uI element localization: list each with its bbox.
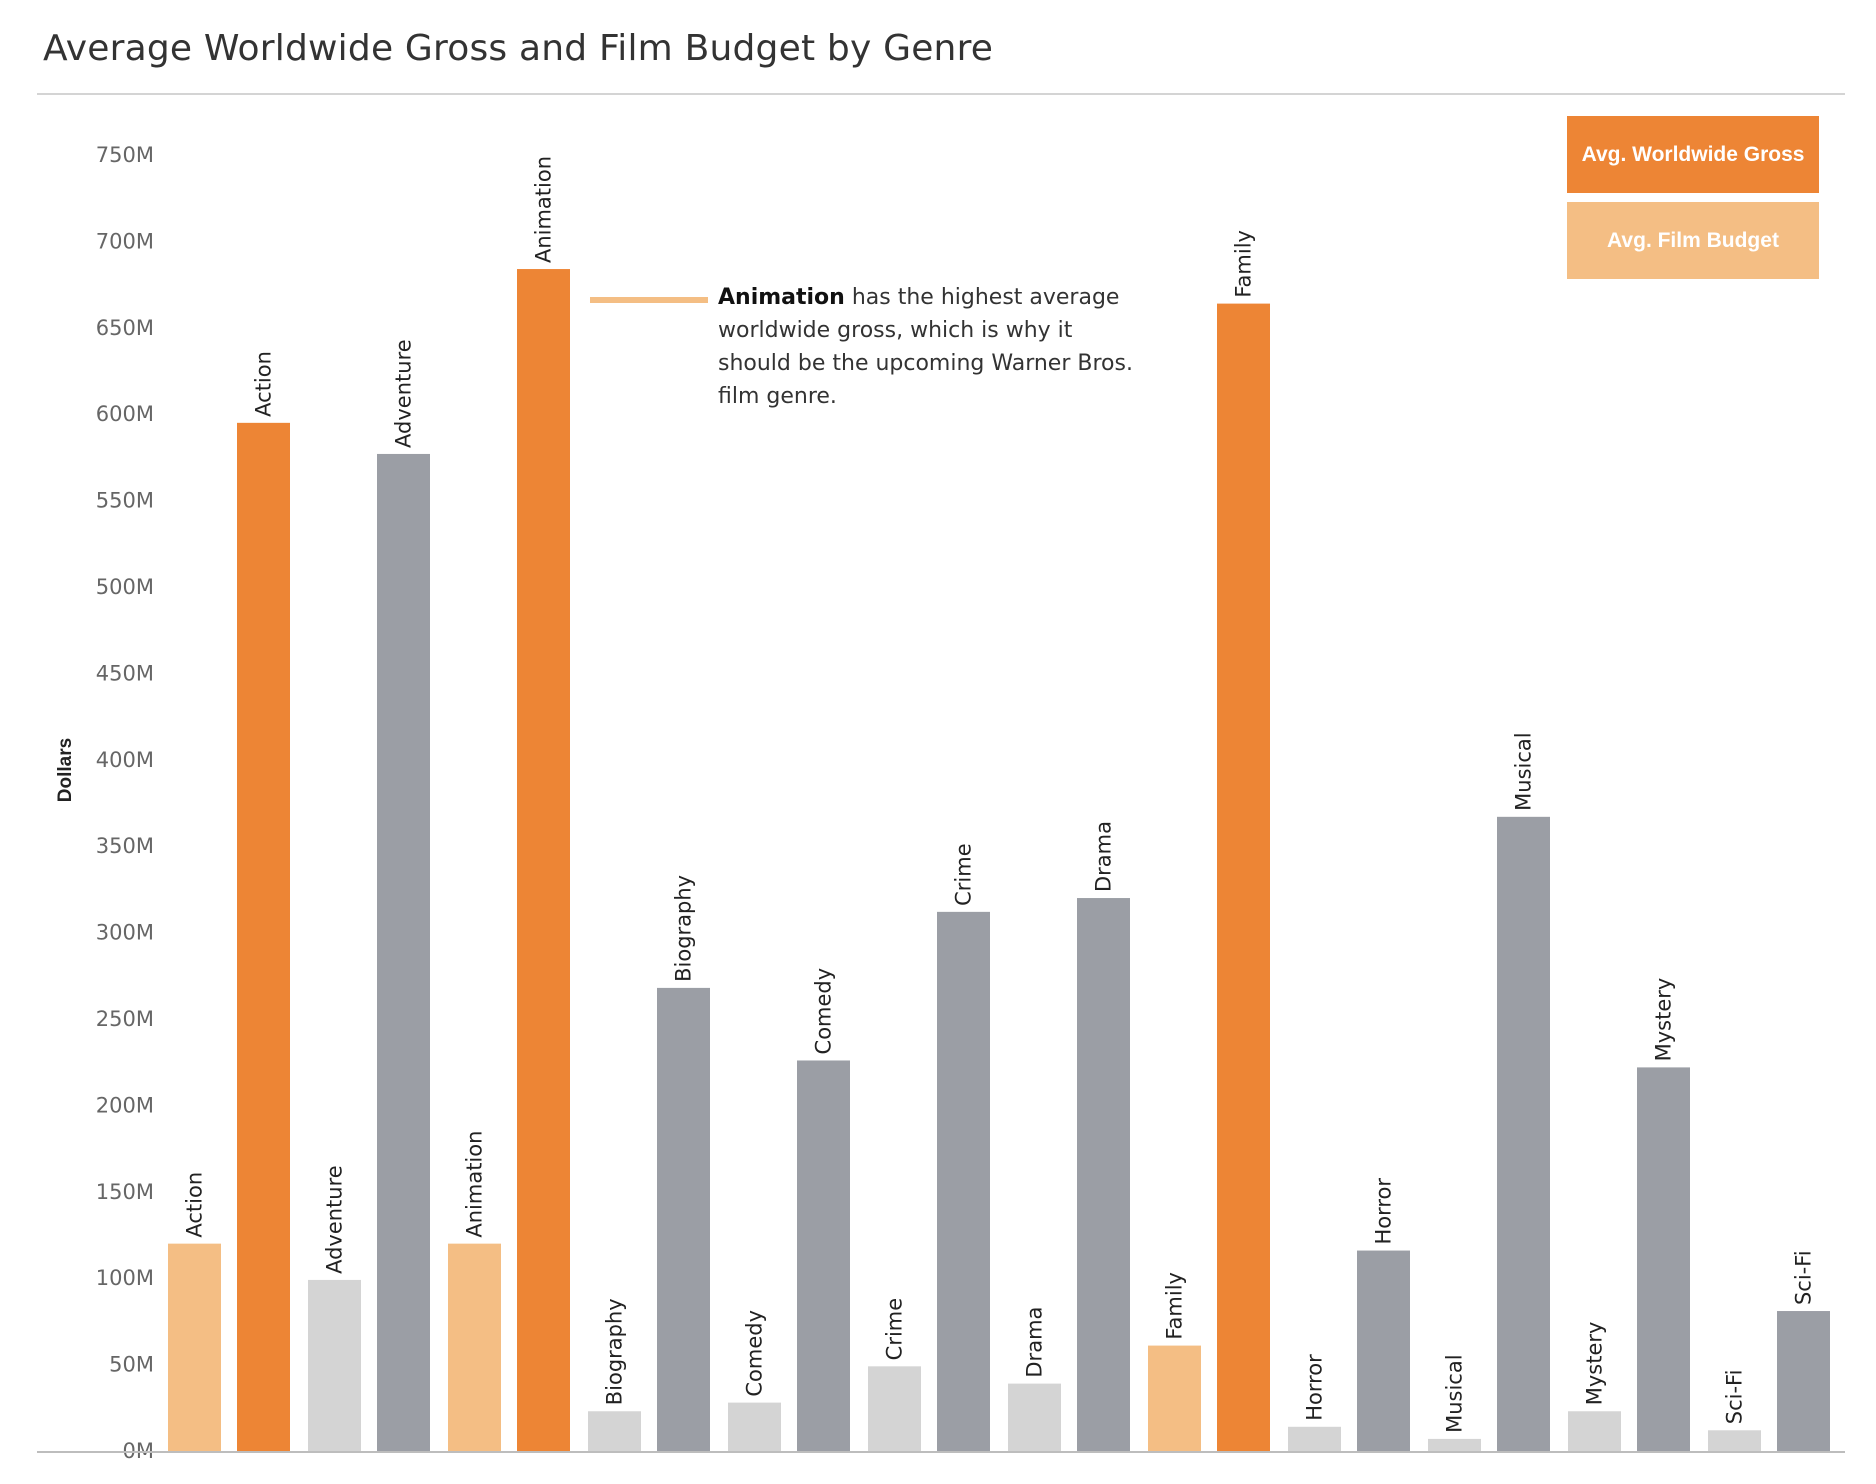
bar-label-gross-family: Family xyxy=(1232,230,1256,298)
y-tick-label: 600M xyxy=(96,402,154,426)
y-tick-label: 550M xyxy=(96,489,154,513)
bar-gross-adventure[interactable] xyxy=(377,453,430,1452)
chart-title: Average Worldwide Gross and Film Budget … xyxy=(43,28,994,69)
y-tick-label: 500M xyxy=(96,575,154,599)
bar-label-gross-biography: Biography xyxy=(672,875,696,982)
bar-budget-mystery[interactable] xyxy=(1568,1411,1621,1451)
bar-label-budget-crime: Crime xyxy=(883,1298,907,1361)
y-tick-label: 200M xyxy=(96,1093,154,1117)
bar-label-budget-horror: Horror xyxy=(1303,1354,1327,1421)
bar-label-gross-action: Action xyxy=(252,351,276,417)
bar-budget-comedy[interactable] xyxy=(728,1402,781,1451)
y-axis-ticks: 0M50M100M150M200M250M300M350M400M450M500… xyxy=(96,143,154,1463)
bar-budget-adventure[interactable] xyxy=(308,1279,361,1451)
legend-item-avg-worldwide-gross[interactable]: Avg. Worldwide Gross xyxy=(1567,116,1819,193)
bar-budget-drama[interactable] xyxy=(1008,1383,1061,1451)
bar-label-budget-action: Action xyxy=(183,1172,207,1238)
y-tick-label: 700M xyxy=(96,229,154,253)
y-tick-label: 150M xyxy=(96,1180,154,1204)
bar-gross-animation[interactable] xyxy=(517,269,570,1452)
y-tick-label: 650M xyxy=(96,316,154,340)
bar-budget-biography[interactable] xyxy=(588,1411,641,1451)
annotation-body: has the highest average worldwide gross,… xyxy=(718,285,1133,409)
bar-gross-crime[interactable] xyxy=(937,911,990,1451)
bar-gross-biography[interactable] xyxy=(657,987,710,1451)
bar-label-gross-comedy: Comedy xyxy=(812,968,836,1055)
bar-budget-action[interactable] xyxy=(168,1243,221,1451)
y-tick-label: 50M xyxy=(109,1353,154,1377)
bar-gross-comedy[interactable] xyxy=(797,1060,850,1451)
bar-gross-family[interactable] xyxy=(1217,303,1270,1451)
bar-label-gross-musical: Musical xyxy=(1512,732,1536,810)
y-tick-label: 350M xyxy=(96,834,154,858)
bar-gross-horror[interactable] xyxy=(1357,1250,1410,1451)
bar-label-budget-family: Family xyxy=(1163,1272,1187,1340)
bar-label-gross-horror: Horror xyxy=(1372,1178,1396,1245)
bars-group xyxy=(168,269,1830,1452)
bar-gross-musical[interactable] xyxy=(1497,816,1550,1451)
y-tick-label: 450M xyxy=(96,661,154,685)
bar-label-budget-animation: Animation xyxy=(463,1131,487,1238)
legend-item-avg-film-budget[interactable]: Avg. Film Budget xyxy=(1567,202,1819,279)
y-tick-label: 750M xyxy=(96,143,154,167)
bar-label-gross-animation: Animation xyxy=(532,156,556,263)
bar-label-gross-crime: Crime xyxy=(952,843,976,906)
bar-budget-animation[interactable] xyxy=(448,1243,501,1451)
bar-gross-sci-fi[interactable] xyxy=(1777,1311,1830,1451)
annotation-text: Animation has the highest average worldw… xyxy=(718,281,1138,413)
bar-budget-musical[interactable] xyxy=(1428,1438,1481,1451)
bar-label-gross-adventure: Adventure xyxy=(392,339,416,448)
bar-budget-crime[interactable] xyxy=(868,1366,921,1451)
bar-budget-sci-fi[interactable] xyxy=(1708,1430,1761,1451)
bar-labels-group: ActionActionAdventureAdventureAnimationA… xyxy=(183,156,1816,1433)
bar-label-budget-mystery: Mystery xyxy=(1583,1322,1607,1406)
annotation-highlight-genre: Animation xyxy=(718,285,845,310)
bar-label-budget-drama: Drama xyxy=(1023,1307,1047,1378)
bar-label-gross-drama: Drama xyxy=(1092,821,1116,892)
bar-label-gross-mystery: Mystery xyxy=(1652,978,1676,1062)
bar-label-budget-sci-fi: Sci-Fi xyxy=(1723,1370,1747,1425)
bar-label-budget-adventure: Adventure xyxy=(323,1165,347,1274)
bar-label-budget-biography: Biography xyxy=(603,1298,627,1405)
bar-label-budget-musical: Musical xyxy=(1443,1354,1467,1432)
y-tick-label: 100M xyxy=(96,1266,154,1290)
y-tick-label: 300M xyxy=(96,921,154,945)
bar-gross-drama[interactable] xyxy=(1077,898,1130,1451)
bar-budget-family[interactable] xyxy=(1148,1345,1201,1451)
bar-gross-mystery[interactable] xyxy=(1637,1067,1690,1451)
title-divider xyxy=(37,93,1845,95)
x-axis-baseline xyxy=(37,1451,1845,1453)
bar-budget-horror[interactable] xyxy=(1288,1426,1341,1451)
y-tick-label: 250M xyxy=(96,1007,154,1031)
bar-gross-action[interactable] xyxy=(237,422,290,1452)
bar-label-budget-comedy: Comedy xyxy=(743,1310,767,1397)
annotation-connector-line xyxy=(590,297,708,303)
bar-label-gross-sci-fi: Sci-Fi xyxy=(1792,1250,1816,1305)
y-tick-label: 400M xyxy=(96,748,154,772)
